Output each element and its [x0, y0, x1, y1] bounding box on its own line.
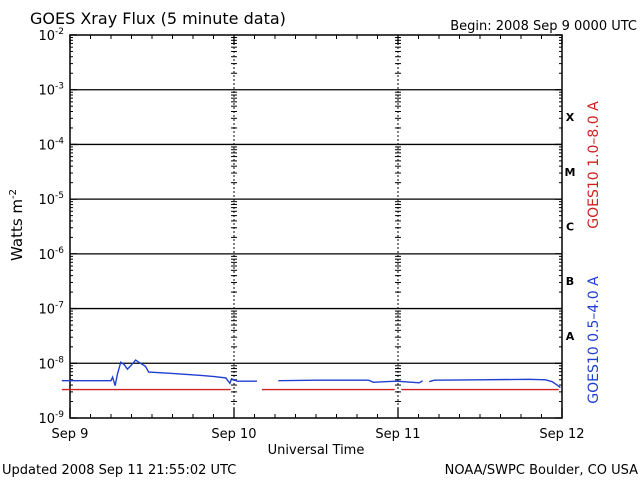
day-dividers	[231, 35, 401, 418]
flare-class-B: B	[566, 275, 574, 288]
y-tick-label-1e-8: 10-8	[38, 355, 64, 372]
series-line-short	[428, 378, 561, 389]
legend-entry-long: GOES10 1.0–8.0 A	[586, 101, 602, 229]
x-tick-label: Sep 9	[52, 427, 89, 442]
flare-class-C: C	[566, 221, 574, 234]
x-tick-label: Sep 11	[375, 427, 420, 442]
grid-lines	[70, 89, 562, 364]
y-tick-label-1e-7: 10-7	[38, 301, 64, 318]
y-tick-label-1e-4: 10-4	[38, 136, 64, 153]
legend-entry-short: GOES10 0.5–4.0 A	[586, 276, 602, 404]
x-tick-label: Sep 12	[539, 427, 584, 442]
y-axis-label-base: Watts m	[8, 199, 26, 261]
source-text: NOAA/SWPC Boulder, CO USA	[445, 463, 638, 478]
y-tick-label-1e-6: 10-6	[38, 246, 64, 263]
x-tick-label: Sep 10	[211, 427, 256, 442]
y-axis: 10-9 10-8 10-7 10-6 10-5 10-4 10-3 10-2	[38, 27, 562, 427]
flare-class-M: M	[565, 166, 576, 179]
y-tick-label-1e-2: 10-2	[38, 27, 64, 44]
x-axis: Sep 9 Sep 10 Sep 11 Sep 12	[52, 35, 585, 442]
x-axis-label: Universal Time	[268, 443, 365, 458]
series-lines	[61, 359, 561, 391]
y-tick-label-1e-5: 10-5	[38, 191, 64, 208]
plot-frame	[69, 34, 563, 419]
y-tick-label-1e-3: 10-3	[38, 82, 64, 99]
flare-class-labels: A B C M X	[565, 111, 576, 343]
chart-title: GOES Xray Flux (5 minute data)	[30, 9, 286, 28]
series-line-short	[61, 359, 257, 386]
begin-label: Begin: 2008 Sep 9 0000 UTC	[450, 19, 637, 34]
y-axis-label: Watts m-2	[8, 189, 26, 261]
flare-class-X: X	[566, 111, 575, 124]
y-tick-label-1e-9: 10-9	[38, 410, 64, 427]
series-line-short	[278, 379, 423, 384]
y-axis-label-exp: -2	[8, 189, 19, 199]
updated-text: Updated 2008 Sep 11 21:55:02 UTC	[2, 463, 236, 478]
legend: GOES10 1.0–8.0 A GOES10 0.5–4.0 A	[586, 101, 602, 404]
flare-class-A: A	[566, 330, 575, 343]
